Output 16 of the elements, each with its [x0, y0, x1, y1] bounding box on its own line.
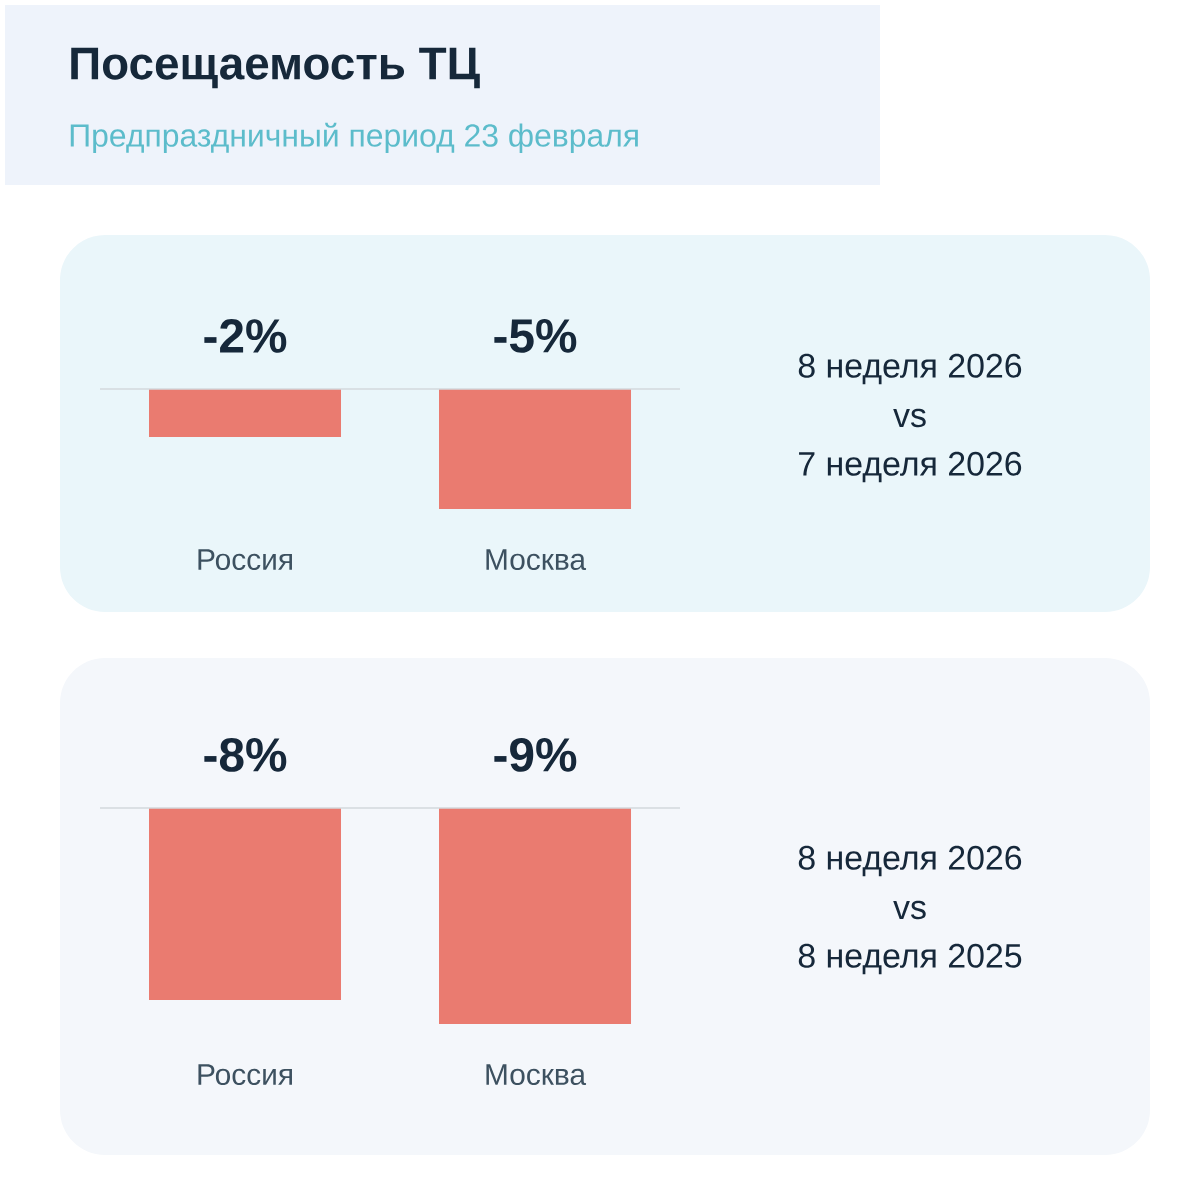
x-tick-label: Москва [486, 1064, 587, 1086]
x-tick-label: Россия [198, 1064, 292, 1086]
text: 8 неделя 2026 [798, 845, 1022, 877]
text: 8 неделя 2025 [798, 943, 1022, 975]
data-label: -8% [204, 737, 287, 772]
x-tick-label: Россия [198, 549, 292, 571]
data-label: -9% [494, 737, 577, 772]
text: vs [893, 900, 926, 920]
text: vs [893, 408, 926, 428]
text: 7 неделя 2026 [799, 451, 1022, 483]
x-tick-label: Москва [486, 549, 587, 571]
text: 8 неделя 2026 [798, 353, 1022, 385]
chart-subtitle: Предпраздничный период 23 февраля [70, 122, 638, 154]
chart-title: Посещаемость ТЦ [71, 47, 480, 89]
data-label: -2% [204, 319, 287, 353]
data-label: -5% [494, 319, 577, 353]
